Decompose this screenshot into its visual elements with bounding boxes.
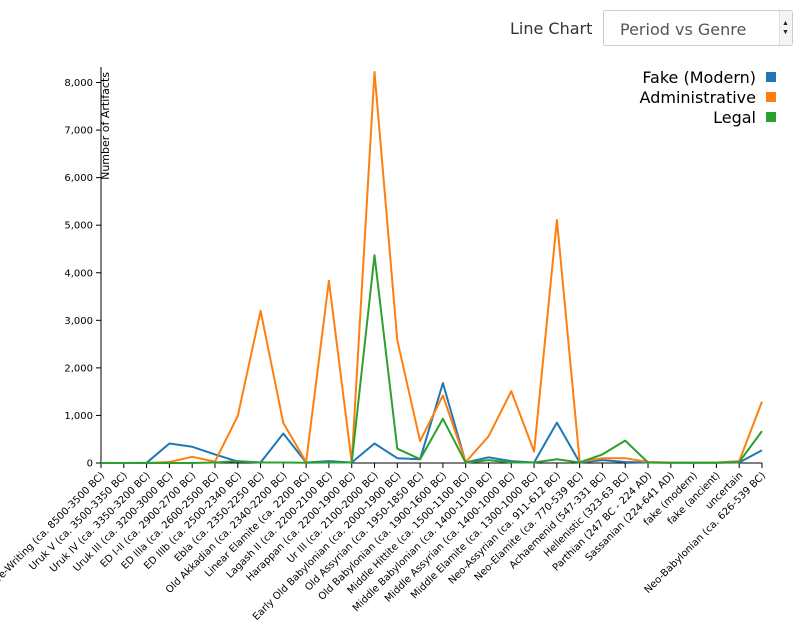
y-tick-label: 4,000 <box>64 268 93 279</box>
legend-swatch <box>766 92 776 102</box>
y-axis-title: Number of Artifacts <box>99 72 112 180</box>
y-tick-label: 5,000 <box>64 221 93 232</box>
legend-swatch <box>766 72 776 82</box>
legend-label: Legal <box>713 108 756 127</box>
series-lines <box>101 71 763 464</box>
y-tick-label: 0 <box>87 459 93 470</box>
legend-swatch <box>766 112 776 122</box>
x-axis: Pre-Writing (ca. 8500-3500 BC)Uruk V (ca… <box>0 462 768 623</box>
series-line <box>101 254 763 464</box>
series-line <box>101 382 763 464</box>
legend-label: Fake (Modern) <box>642 68 756 87</box>
y-tick-label: 7,000 <box>64 126 93 137</box>
view-select[interactable]: Period vs Genre ▲ ▼ <box>603 10 793 46</box>
y-tick-label: 3,000 <box>64 316 93 327</box>
y-axis: 0 1,000 2,000 3,000 4,000 5,000 6,000 7,000 8,00… <box>64 67 102 470</box>
select-arrows-icon[interactable]: ▲ ▼ <box>779 11 792 45</box>
series-line <box>101 71 763 464</box>
y-tick-label: 1,000 <box>64 411 93 422</box>
legend-label: Administrative <box>640 88 756 107</box>
y-tick-label: 8,000 <box>64 78 93 89</box>
y-tick-label: 2,000 <box>64 363 93 374</box>
chart-type-label: Line Chart <box>510 19 593 38</box>
view-select-value: Period vs Genre <box>620 20 747 39</box>
y-tick-label: 6,000 <box>64 173 93 184</box>
chart-controls: Line Chart Period vs Genre ▲ ▼ <box>0 0 804 60</box>
